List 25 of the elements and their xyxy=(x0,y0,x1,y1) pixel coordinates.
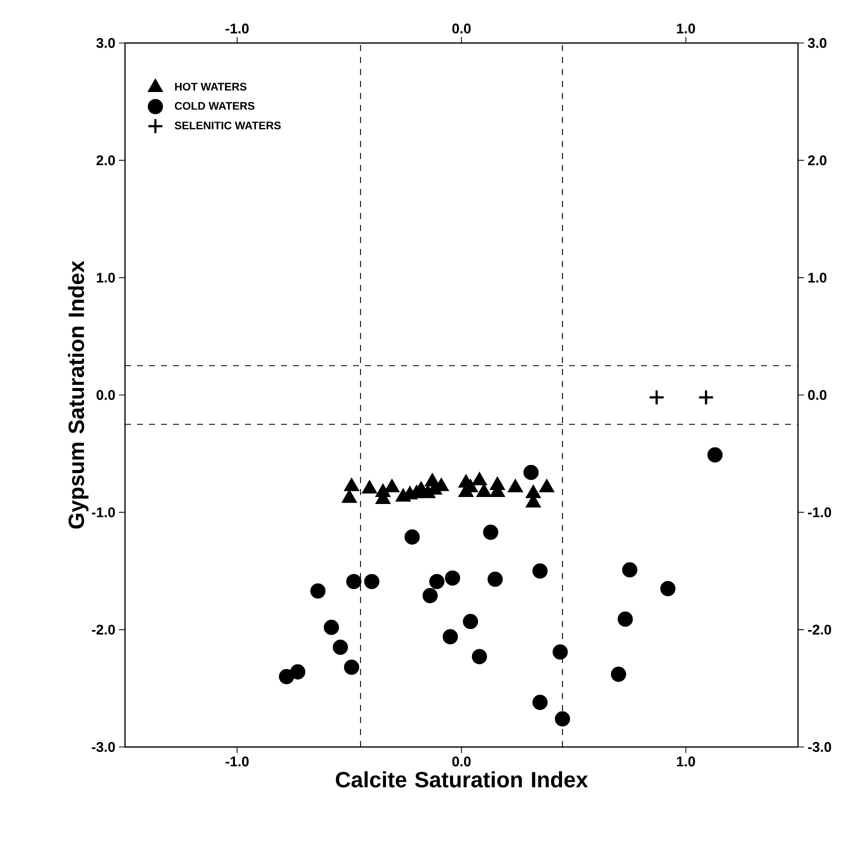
x-tick-label: 1.0 xyxy=(676,756,695,766)
y-tick-label: -1.0 xyxy=(92,507,115,518)
x2-tick-label: 1.0 xyxy=(676,24,695,34)
x2-tick-label: 0.0 xyxy=(452,24,471,34)
x-axis-title: Calcite Saturation Index xyxy=(336,771,588,788)
y-tick-label: 0.0 xyxy=(96,390,115,400)
y2-tick-label: 2.0 xyxy=(808,155,826,166)
legend-label: COLD WATERS xyxy=(174,102,254,110)
x2-tick-label: -1.0 xyxy=(226,24,249,34)
y-tick-label: -2.0 xyxy=(92,624,115,635)
y-tick-label: -3.0 xyxy=(92,742,115,752)
y-axis-title: Gypsum Saturation Index xyxy=(68,260,88,529)
y2-tick-label: -1.0 xyxy=(808,507,832,518)
y2-tick-label: 0.0 xyxy=(808,390,826,400)
y-tick-label: 1.0 xyxy=(96,272,115,283)
y2-tick-label: 3.0 xyxy=(808,38,826,48)
legend-label: SELENITIC WATERS xyxy=(174,122,281,130)
legend-label: HOT WATERS xyxy=(175,82,246,91)
y2-tick-label: -3.0 xyxy=(808,742,832,752)
y2-tick-label: -2.0 xyxy=(808,624,832,635)
y-tick-label: 3.0 xyxy=(96,38,115,48)
y2-tick-label: 1.0 xyxy=(808,272,826,283)
x-tick-label: 0.0 xyxy=(452,756,471,766)
y-tick-label: 2.0 xyxy=(96,155,115,166)
x-tick-label: -1.0 xyxy=(226,756,249,766)
